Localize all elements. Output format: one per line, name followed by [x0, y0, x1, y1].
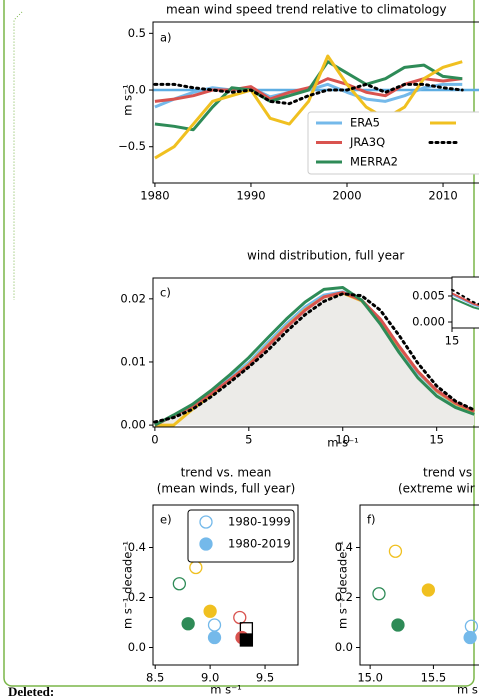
legend-label: MERRA2 [350, 155, 398, 169]
x-tick-label: 0 [151, 433, 158, 447]
x-tick-label: 2010 [428, 189, 457, 203]
y-axis-label: m s⁻¹ [121, 84, 135, 116]
y-tick-label: 0.4 [128, 540, 146, 554]
y-tick-label: 0.5 [128, 26, 146, 40]
y-tick-label: 0.005 [412, 288, 445, 302]
legend-swatch [199, 537, 213, 551]
line [154, 285, 475, 427]
legend-box [307, 111, 479, 175]
panel: 0 5 10 15 0.00 0.01 0.02 wind distribution, ful… [120, 249, 479, 450]
x-tick-label: 15.0 [357, 671, 383, 685]
line [154, 54, 463, 160]
x-axis-label: m s⁻¹ [327, 436, 359, 450]
point [172, 577, 187, 591]
x-tick-label: 9.5 [256, 671, 274, 685]
x-tick-label: 2000 [332, 189, 361, 203]
legend-label: ERA5 [350, 116, 380, 130]
axes-frame [359, 504, 479, 666]
y-tick-label: 0.000 [412, 315, 445, 329]
comment-border [3, 0, 475, 687]
point [189, 560, 203, 575]
point [239, 633, 254, 647]
y-axis-label: m s⁻¹ decade⁻¹ [336, 541, 350, 629]
y-tick-label: 0.0 [128, 83, 146, 97]
line [153, 292, 476, 424]
x-tick-label: 15.5 [421, 671, 447, 685]
y-tick-label: 0.2 [128, 590, 146, 604]
y-tick-label: 0.01 [120, 354, 146, 368]
panel-label: f) [367, 513, 376, 527]
panel: 15.0 15.5 0.0 0.2 0.4 trend vs (extreme wir f) m… [335, 466, 479, 697]
point [464, 619, 479, 633]
panel-label: a) [160, 31, 172, 45]
line [154, 291, 475, 427]
x-tick-label: 1990 [236, 189, 265, 203]
comment-connector [13, 11, 23, 300]
y-tick-label: 0.2 [335, 590, 353, 604]
y-tick-label: −0.5 [118, 139, 146, 153]
y-tick-label: 0.4 [335, 540, 353, 554]
y-tick-label: 0.00 [120, 418, 146, 432]
x-tick-label: 15 [429, 433, 444, 447]
line [451, 292, 479, 307]
legend-swatch [199, 515, 213, 529]
panel: 1980 1990 2000 2010 0.5 0.0 −0.5 mean wind spee… [118, 3, 479, 203]
x-tick-label: 9.0 [201, 671, 219, 685]
x-tick-label: 10 [335, 433, 350, 447]
axes-frame [152, 277, 479, 428]
line [451, 288, 479, 306]
chart-title: (extreme wir [398, 482, 475, 496]
x-axis-label: m s⁻¹ [210, 683, 242, 697]
point [207, 630, 222, 645]
point [463, 630, 477, 645]
chart-title: wind distribution, full year [247, 249, 404, 263]
line [153, 82, 464, 106]
line [154, 60, 463, 132]
point [181, 617, 195, 631]
point [207, 618, 222, 632]
x-tick-label: 15 [445, 334, 460, 348]
x-tick-label: 8.5 [146, 671, 164, 685]
point [203, 604, 217, 618]
legend-box [187, 509, 295, 563]
chart-title: trend vs. mean [181, 466, 272, 480]
y-axis-label: m s⁻¹ decade⁻¹ [121, 541, 135, 629]
legend-label: 1980-1999 [228, 515, 291, 529]
y-tick-label: 0.0 [128, 640, 146, 654]
x-tick-label: 5 [245, 433, 252, 447]
point [372, 587, 386, 601]
x-axis-label: m s [457, 683, 478, 697]
panel-label: e) [160, 513, 172, 527]
point [391, 618, 405, 632]
point [421, 583, 436, 597]
area [154, 292, 475, 426]
chart-title: (mean winds, full year) [157, 482, 296, 496]
x-tick-label: 1980 [140, 189, 169, 203]
panel-label: c) [160, 286, 171, 300]
legend-label: 1980-2019 [228, 537, 291, 551]
chart-title: mean wind speed trend relative to climat… [166, 3, 447, 17]
y-tick-label: 0.0 [335, 640, 353, 654]
legend-label: JRA3Q [349, 135, 385, 149]
chart-title: trend vs [423, 466, 472, 480]
deleted-label: Deleted: [8, 684, 54, 699]
axes-frame [451, 276, 479, 329]
point [233, 610, 247, 625]
axes-frame [152, 504, 299, 666]
point [388, 544, 403, 558]
y-tick-label: 0.02 [120, 291, 146, 305]
panel: 8.5 9.0 9.5 0.0 0.2 0.4 trend vs. mean (mean wi… [121, 466, 299, 697]
line [451, 297, 479, 310]
panel: 150.000 0.005 [412, 276, 479, 348]
